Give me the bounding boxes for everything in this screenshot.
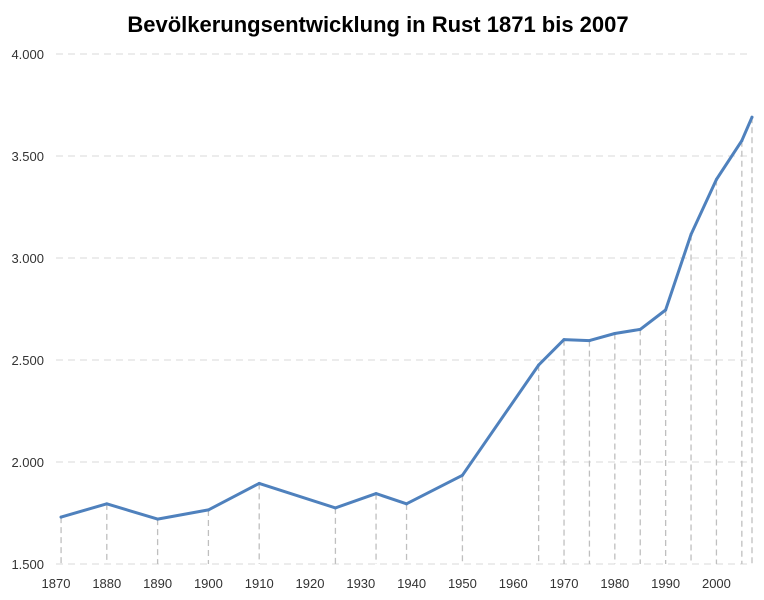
series-line (59, 115, 754, 521)
x-tick-label: 1960 (499, 576, 528, 591)
y-tick-label: 3.500 (11, 149, 44, 164)
x-tick-label: 1930 (346, 576, 375, 591)
x-tick-label: 1990 (651, 576, 680, 591)
x-tick-label: 1940 (397, 576, 426, 591)
data-point (714, 177, 718, 181)
gridlines (56, 53, 752, 565)
y-tick-label: 3.000 (11, 251, 44, 266)
data-point (537, 363, 541, 367)
data-point (374, 492, 378, 496)
data-point (740, 139, 744, 143)
x-tick-label: 1880 (92, 576, 121, 591)
x-tick-label: 1870 (42, 576, 71, 591)
data-point (460, 473, 464, 477)
y-tick-label: 2.000 (11, 455, 44, 470)
x-axis-tick-labels: 1870 1880 1890 1900 1910 1920 1930 1940 1950 1960… (42, 576, 731, 591)
series-group (59, 115, 754, 521)
x-tick-label: 1970 (550, 576, 579, 591)
data-point (59, 515, 63, 519)
data-point (206, 508, 210, 512)
data-point (689, 233, 693, 237)
data-point (333, 506, 337, 510)
x-tick-label: 1980 (600, 576, 629, 591)
data-point (587, 339, 591, 343)
chart-title: Bevölkerungsentwicklung in Rust 1871 bis… (127, 12, 628, 37)
x-tick-label: 1920 (296, 576, 325, 591)
y-tick-label: 2.500 (11, 353, 44, 368)
x-tick-label: 1910 (245, 576, 274, 591)
drop-lines (60, 117, 753, 564)
y-tick-label: 4.000 (11, 47, 44, 62)
data-point (750, 115, 754, 119)
data-point (105, 502, 109, 506)
x-tick-label: 1950 (448, 576, 477, 591)
data-point (613, 331, 617, 335)
x-tick-label: 1900 (194, 576, 223, 591)
data-point (638, 327, 642, 331)
y-tick-label: 1.500 (11, 557, 44, 572)
data-point (562, 338, 566, 342)
data-point (156, 517, 160, 521)
data-point (257, 481, 261, 485)
x-tick-label: 2000 (702, 576, 731, 591)
y-axis-tick-labels: 1.500 2.000 2.500 3.000 3.500 4.000 (11, 47, 44, 572)
data-point (405, 502, 409, 506)
x-tick-label: 1890 (143, 576, 172, 591)
data-point (664, 308, 668, 312)
